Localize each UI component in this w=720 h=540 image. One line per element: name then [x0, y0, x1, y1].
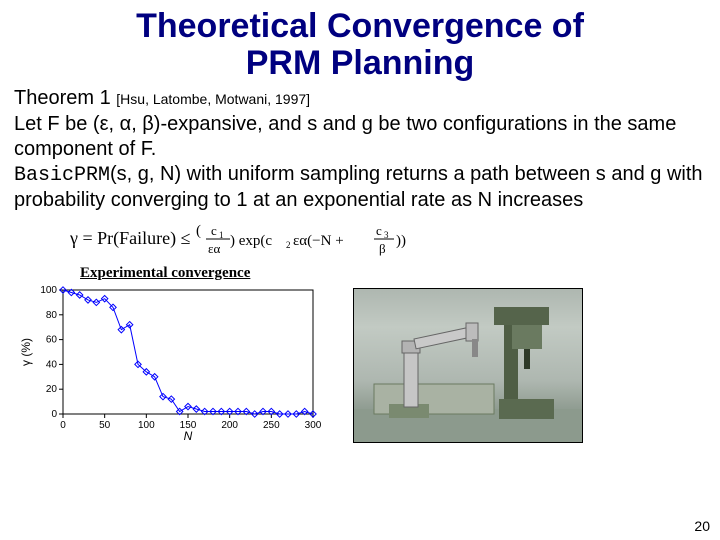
- convergence-chart: 020406080100050100150200250300Nγ (%): [18, 282, 323, 442]
- theorem-label: Theorem 1: [14, 87, 111, 109]
- svg-text:) exp(c: ) exp(c: [230, 233, 272, 249]
- svg-text:εα(−N +: εα(−N +: [293, 233, 344, 249]
- svg-text:0: 0: [60, 420, 66, 431]
- svg-text:100: 100: [40, 285, 57, 296]
- page-number: 20: [694, 518, 710, 534]
- svg-text:250: 250: [263, 420, 280, 431]
- body-para-1: Let F be (ε, α, β)-expansive, and s and …: [14, 113, 676, 160]
- svg-text:100: 100: [138, 420, 155, 431]
- formula-row: γ = Pr(Failure) ≤ ( c 1 εα ) exp(c 2 εα(…: [0, 213, 720, 261]
- svg-text:300: 300: [305, 420, 322, 431]
- svg-text:50: 50: [99, 420, 111, 431]
- formula-lhs: γ = Pr(Failure) ≤: [70, 228, 190, 249]
- function-name: BasicPRM: [14, 164, 110, 187]
- svg-text:c: c: [376, 223, 382, 238]
- title-line-2: PRM Planning: [246, 44, 475, 82]
- svg-text:40: 40: [46, 359, 58, 370]
- svg-text:β: β: [379, 241, 386, 256]
- svg-text:60: 60: [46, 334, 58, 345]
- svg-text:3: 3: [384, 230, 389, 240]
- theorem-body: Let F be (ε, α, β)-expansive, and s and …: [0, 110, 720, 213]
- slide-title: Theoretical Convergence of PRM Planning: [0, 0, 720, 87]
- svg-text:200: 200: [221, 420, 238, 431]
- title-line-1: Theoretical Convergence of: [136, 7, 584, 45]
- formula-rhs-image: ( c 1 εα ) exp(c 2 εα(−N + c 3 β )): [196, 219, 496, 259]
- experimental-convergence-label: Experimental convergence: [0, 261, 720, 282]
- bottom-row: 020406080100050100150200250300Nγ (%): [0, 282, 720, 443]
- svg-text:(: (: [196, 223, 201, 239]
- body-para-2: (s, g, N) with uniform sampling returns …: [14, 163, 703, 211]
- svg-text:)): )): [396, 233, 406, 249]
- svg-text:γ (%): γ (%): [19, 338, 33, 366]
- svg-text:εα: εα: [208, 241, 220, 256]
- svg-text:N: N: [184, 429, 193, 442]
- theorem-citation: [Hsu, Latombe, Motwani, 1997]: [116, 91, 310, 107]
- robot-simulation-image: [353, 288, 583, 443]
- svg-text:1: 1: [219, 230, 224, 240]
- svg-text:20: 20: [46, 384, 58, 395]
- svg-text:80: 80: [46, 310, 58, 321]
- svg-text:c: c: [211, 223, 217, 238]
- svg-text:2: 2: [286, 240, 291, 250]
- svg-text:0: 0: [51, 409, 57, 420]
- theorem-line: Theorem 1 [Hsu, Latombe, Motwani, 1997]: [0, 87, 720, 110]
